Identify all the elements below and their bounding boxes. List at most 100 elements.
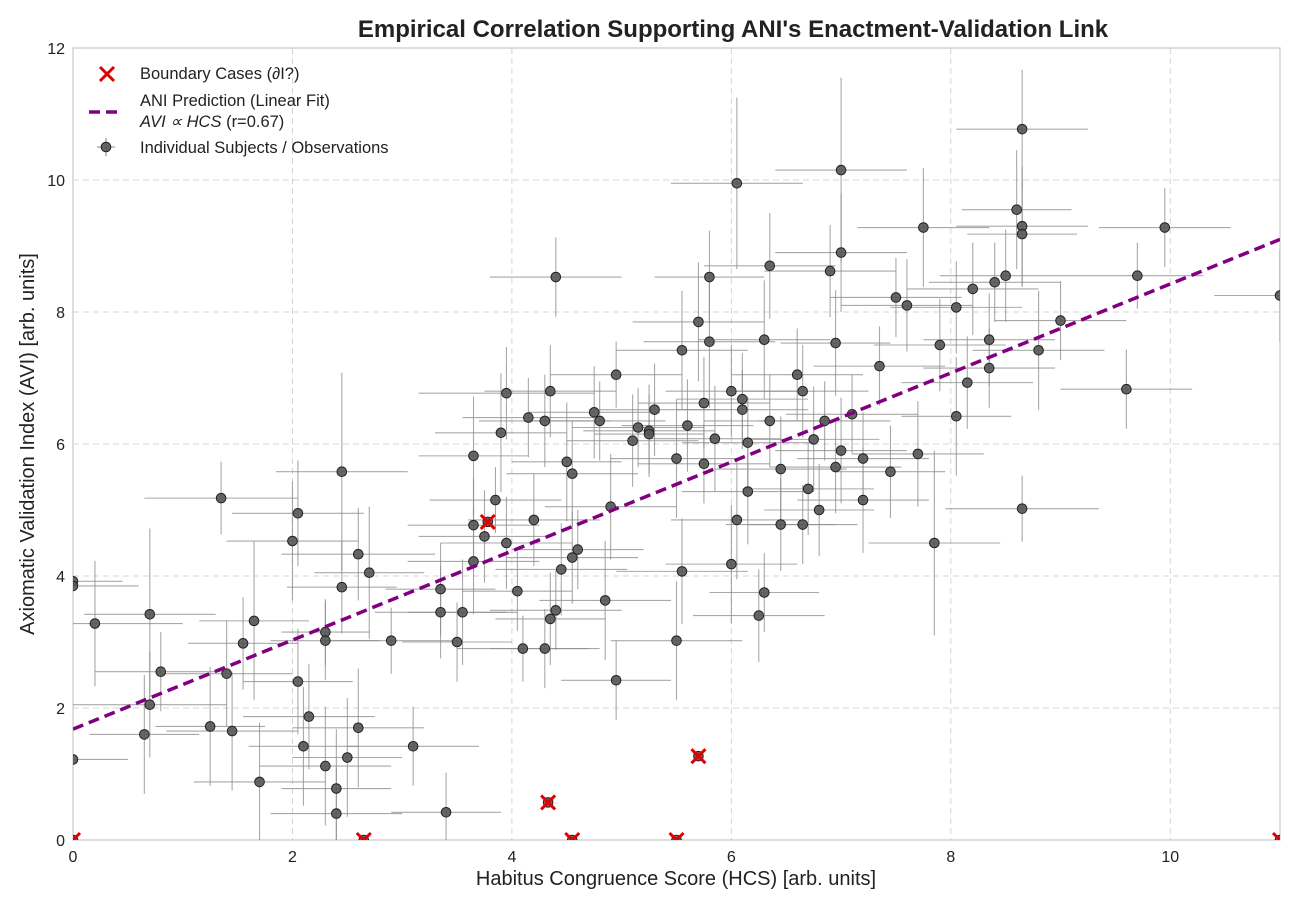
boundary-point	[668, 831, 685, 840]
x-tick-label: 2	[288, 849, 297, 866]
data-point	[303, 711, 315, 722]
data-point	[753, 610, 765, 621]
data-point	[874, 360, 885, 372]
data-point	[566, 468, 578, 480]
data-point	[561, 456, 573, 468]
error-bars	[73, 69, 1280, 840]
data-point	[951, 302, 962, 313]
x-axis-label: Habitus Congruence Score (HCS) [arb. uni…	[476, 868, 876, 890]
data-point	[671, 635, 682, 646]
data-point	[610, 369, 622, 381]
data-point	[704, 336, 715, 348]
data-points	[73, 123, 1280, 819]
data-point	[457, 607, 468, 618]
data-point	[951, 410, 962, 422]
boundary-point	[479, 513, 496, 530]
data-point	[758, 587, 770, 598]
data-point	[254, 776, 265, 788]
data-point	[704, 271, 715, 283]
data-point	[835, 164, 847, 176]
data-point	[802, 483, 814, 495]
boundary-point	[690, 748, 707, 765]
data-point	[336, 466, 348, 478]
boundary-point	[1271, 831, 1280, 840]
y-tick-label: 12	[47, 41, 65, 58]
data-point	[385, 635, 397, 646]
data-point	[901, 300, 913, 311]
boundary-x-stroke	[540, 794, 557, 811]
data-point	[989, 277, 1001, 288]
boundary-point	[73, 831, 82, 840]
data-point	[539, 415, 551, 427]
legend-fit-r: (r=0.67)	[221, 113, 284, 131]
data-point	[572, 544, 584, 555]
data-point	[830, 461, 841, 473]
data-point	[221, 668, 232, 679]
data-point	[742, 437, 754, 448]
data-point	[693, 316, 704, 328]
y-tick-label: 6	[56, 437, 65, 454]
data-point	[495, 427, 507, 439]
grid-lines	[73, 48, 1280, 840]
data-point	[292, 508, 304, 519]
boundary-point	[540, 794, 557, 811]
data-point	[479, 531, 490, 542]
x-tick-label: 0	[69, 849, 78, 866]
data-point	[961, 377, 973, 388]
data-point	[808, 434, 819, 445]
data-point	[490, 494, 501, 506]
data-point	[835, 445, 847, 456]
y-tick-label: 10	[47, 173, 65, 190]
data-point	[528, 514, 540, 526]
data-point	[835, 247, 847, 258]
data-point	[1033, 344, 1044, 356]
data-point	[709, 433, 721, 445]
data-point	[682, 420, 693, 431]
x-tick-label: 6	[727, 849, 736, 866]
data-point	[791, 369, 803, 381]
fit-line-layer	[73, 237, 1280, 731]
data-point	[451, 636, 463, 648]
data-point	[912, 448, 924, 460]
data-point	[550, 605, 562, 616]
data-point	[737, 393, 748, 405]
chart-title: Empirical Correlation Supporting ANI's E…	[358, 16, 1109, 43]
x-tick-label: 8	[946, 849, 955, 866]
data-point	[676, 566, 688, 577]
data-point	[588, 407, 600, 418]
data-point	[726, 558, 737, 570]
data-point	[73, 754, 79, 765]
boundary-x-stroke	[355, 831, 366, 840]
data-point	[407, 740, 419, 752]
data-point	[336, 581, 348, 593]
x-tick-label: 4	[507, 849, 516, 866]
data-point	[342, 752, 353, 763]
boundary-point	[564, 831, 581, 840]
data-point	[320, 760, 331, 772]
boundary-x-stroke	[570, 831, 581, 840]
data-point	[726, 385, 737, 397]
data-point	[594, 415, 605, 427]
data-point	[215, 492, 227, 504]
y-tick-label: 4	[56, 569, 65, 586]
boundary-x-stroke	[668, 831, 679, 840]
data-point	[545, 613, 556, 625]
data-point	[1055, 315, 1066, 326]
data-point	[204, 721, 216, 732]
boundary-x-stroke	[479, 513, 496, 530]
data-point	[144, 608, 156, 620]
data-point	[539, 643, 551, 654]
y-tick-label: 0	[56, 833, 65, 850]
data-point	[775, 463, 787, 475]
data-point	[742, 486, 754, 497]
data-point	[501, 387, 512, 399]
data-point	[517, 643, 529, 654]
y-tick-label: 8	[56, 305, 65, 322]
data-point	[967, 283, 979, 295]
data-point	[890, 292, 902, 303]
data-point	[1016, 503, 1028, 514]
data-point	[155, 666, 167, 678]
data-point	[352, 722, 364, 734]
data-point	[830, 337, 841, 349]
